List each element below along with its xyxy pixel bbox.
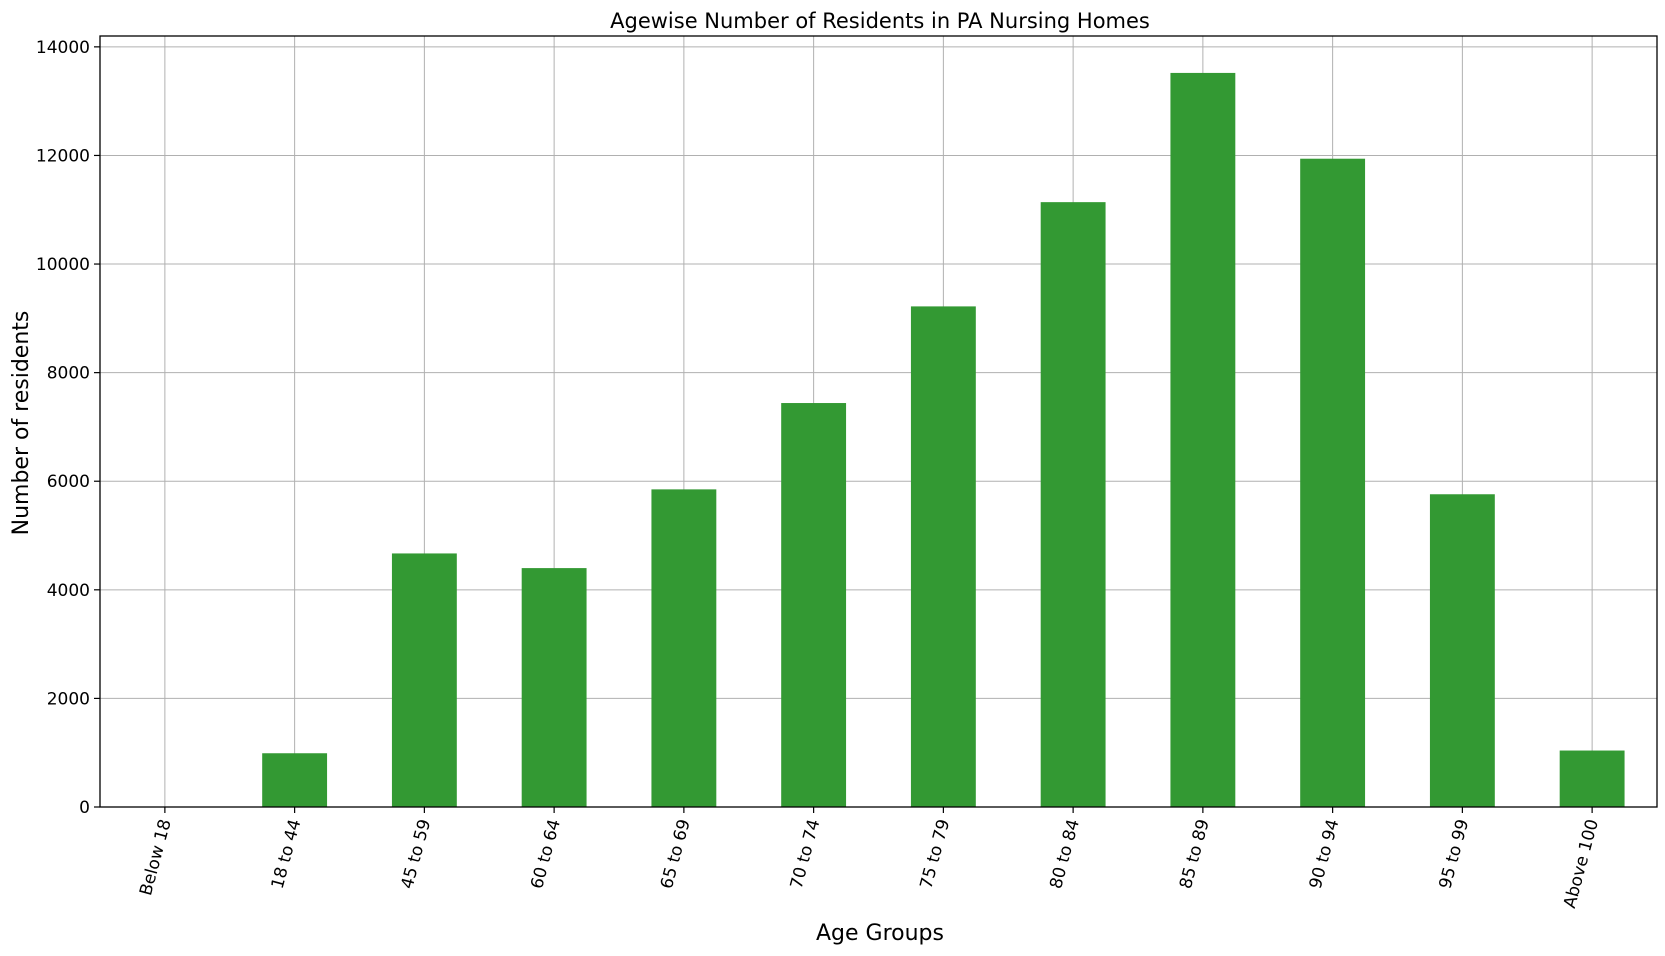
y-tick-label: 4000 bbox=[47, 581, 90, 601]
bar-above-100 bbox=[1559, 750, 1625, 807]
bar-80-to-84 bbox=[1040, 202, 1106, 807]
y-tick-label: 12000 bbox=[36, 146, 90, 166]
y-axis-label: Number of residents bbox=[9, 311, 34, 536]
x-axis-label: Age Groups bbox=[816, 921, 944, 946]
bar-90-to-94 bbox=[1300, 158, 1366, 808]
y-tick-label: 0 bbox=[79, 798, 90, 818]
bar-70-to-74 bbox=[781, 403, 847, 807]
bar-85-to-89 bbox=[1170, 72, 1236, 807]
y-tick-label: 10000 bbox=[36, 255, 90, 275]
bar-45-to-59 bbox=[391, 553, 457, 807]
chart-title: Agewise Number of Residents in PA Nursin… bbox=[610, 9, 1150, 33]
bar-95-to-99 bbox=[1429, 494, 1495, 807]
plot-frame bbox=[99, 35, 1658, 808]
bar-18-to-44 bbox=[262, 753, 328, 807]
y-tick-label: 8000 bbox=[47, 364, 90, 384]
bar-65-to-69 bbox=[651, 489, 717, 807]
bar-75-to-79 bbox=[910, 306, 976, 807]
y-tick-label: 14000 bbox=[36, 38, 90, 58]
bar-60-to-64 bbox=[521, 568, 587, 807]
y-tick-label: 2000 bbox=[47, 689, 90, 709]
bars bbox=[262, 72, 1625, 808]
y-tick-label: 6000 bbox=[47, 472, 90, 492]
